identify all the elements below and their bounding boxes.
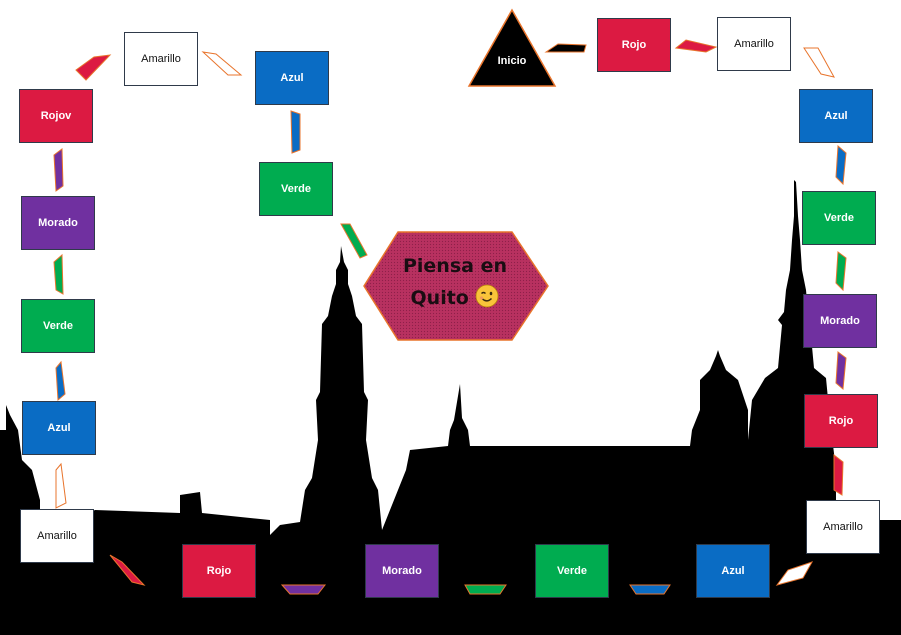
path-connector (544, 43, 587, 53)
path-square-verde: Verde (259, 162, 333, 216)
path-square-rojo: Rojo (182, 544, 256, 598)
path-connector (803, 47, 835, 78)
path-square-rojo: Rojo (597, 18, 671, 72)
path-connector (53, 253, 64, 295)
path-square-morado: Morado (365, 544, 439, 598)
path-connector (464, 584, 507, 595)
path-square-morado: Morado (803, 294, 877, 348)
path-connector (674, 39, 718, 53)
path-connector (835, 251, 847, 292)
path-connector (835, 351, 847, 391)
path-square-rojo: Rojo (804, 394, 878, 448)
path-square-azul: Azul (799, 89, 873, 143)
center-title-line2: Quito (410, 287, 469, 309)
path-connector (290, 110, 301, 154)
path-square-azul: Azul (696, 544, 770, 598)
path-square-verde: Verde (802, 191, 876, 245)
path-square-amarillo: Amarillo (806, 500, 880, 554)
path-square-azul: Azul (22, 401, 96, 455)
path-connector (75, 54, 112, 81)
path-connector (835, 144, 847, 186)
path-square-rojo: Rojov (19, 89, 93, 143)
start-label: Inicio (497, 55, 527, 67)
path-connector (109, 554, 146, 586)
path-square-amarillo: Amarillo (20, 509, 94, 563)
path-connector (201, 51, 243, 76)
path-connector (340, 223, 368, 259)
path-connector (55, 462, 67, 509)
path-square-amarillo: Amarillo (124, 32, 198, 86)
path-connector (775, 561, 814, 586)
path-connector (55, 360, 66, 402)
path-square-verde: Verde (21, 299, 95, 353)
path-square-azul: Azul (255, 51, 329, 105)
center-title-line1: Piensa en (402, 255, 507, 277)
path-connector (53, 148, 64, 192)
path-square-amarillo: Amarillo (717, 17, 791, 71)
path-square-verde: Verde (535, 544, 609, 598)
path-connector (280, 584, 327, 595)
path-square-morado: Morado (21, 196, 95, 250)
path-connector (629, 584, 671, 595)
center-title: Piensa en Quito (380, 250, 530, 314)
winking-face-icon (476, 284, 499, 308)
path-connector (833, 453, 844, 496)
